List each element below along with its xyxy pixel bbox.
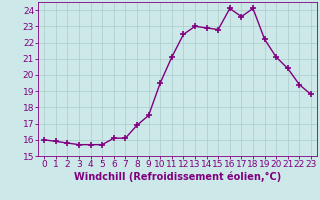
X-axis label: Windchill (Refroidissement éolien,°C): Windchill (Refroidissement éolien,°C)	[74, 172, 281, 182]
